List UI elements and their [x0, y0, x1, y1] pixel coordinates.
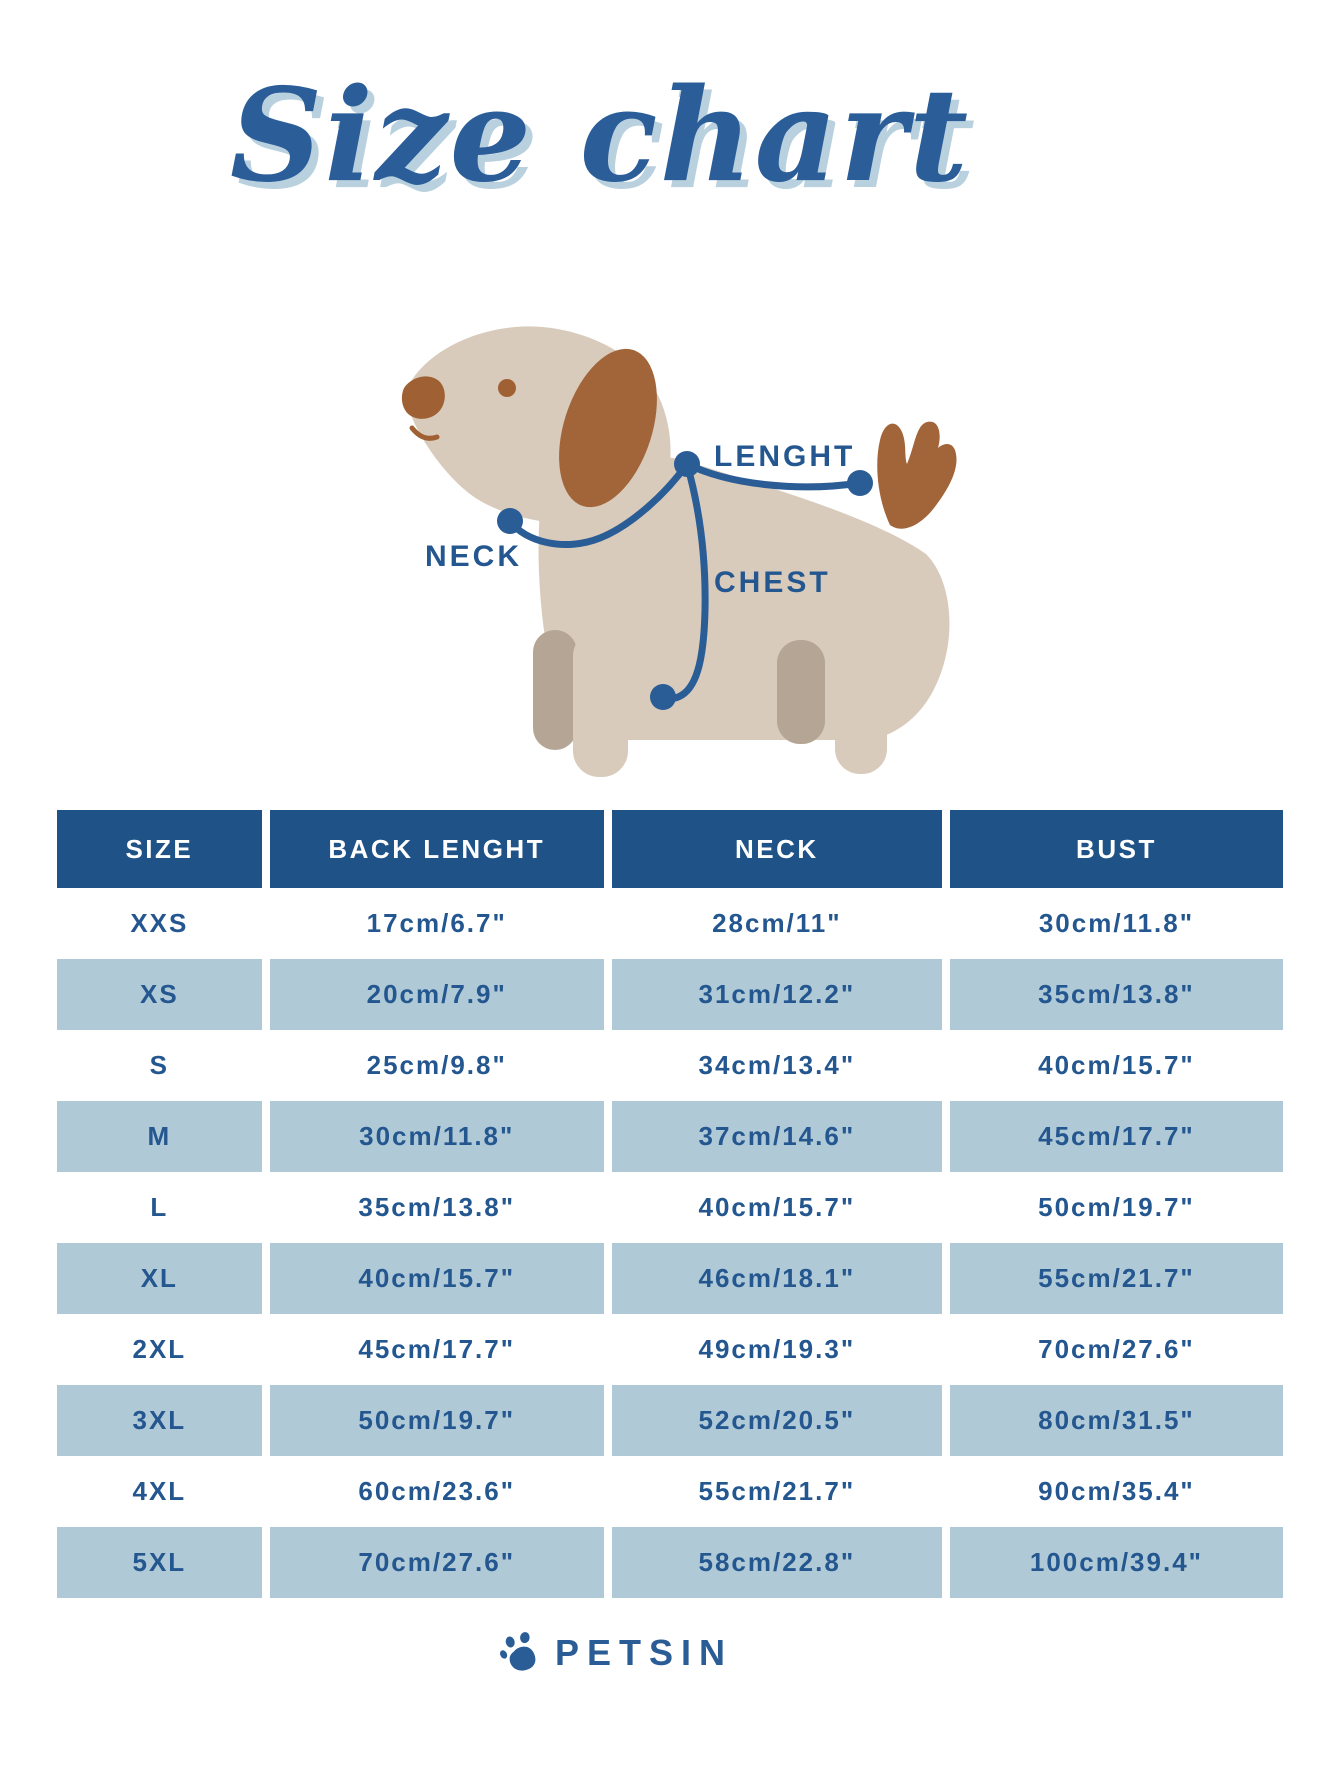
cell-size: 2XL [132, 1334, 187, 1364]
cell-neck: 46cm/18.1" [611, 1243, 942, 1314]
dog-back-leg-far [777, 640, 825, 744]
dog-tail [877, 421, 957, 529]
cell-bust: 35cm/13.8" [949, 959, 1283, 1030]
cell-back-length: 70cm/27.6" [269, 1527, 604, 1598]
brand-footer: PETSIN [0, 1630, 1285, 1676]
dog-smile [409, 425, 440, 441]
cell-bust: 55cm/21.7" [949, 1243, 1283, 1314]
cell-bust: 80cm/31.5" [949, 1385, 1283, 1456]
cell-neck: 52cm/20.5" [611, 1385, 942, 1456]
table-row-xs: XS 20cm/7.9" 31cm/12.2" 35cm/13.8" [57, 959, 1283, 1030]
cell-size: XS [57, 959, 262, 1030]
header-cell-neck: NECK [611, 810, 942, 888]
dog-nose [401, 376, 445, 419]
cell-bust: 70cm/27.6" [1038, 1334, 1195, 1364]
table-row-s: S 25cm/9.8" 34cm/13.4" 40cm/15.7" [57, 1030, 1283, 1101]
cell-size: 3XL [57, 1385, 262, 1456]
length-label: LENGHT [714, 440, 855, 473]
dog-diagram-svg: LENGHT NECK CHEST [401, 326, 957, 777]
dog-front-leg-near [573, 630, 628, 777]
cell-back-length: 50cm/19.7" [269, 1385, 604, 1456]
header-cell-back-length: BACK LENGHT [269, 810, 604, 888]
table-row-m: M 30cm/11.8" 37cm/14.6" 45cm/17.7" [57, 1101, 1283, 1172]
cell-back-length: 17cm/6.7" [366, 908, 507, 938]
table-row-5xl: 5XL 70cm/27.6" 58cm/22.8" 100cm/39.4" [57, 1527, 1283, 1598]
cell-size: 4XL [132, 1476, 187, 1506]
cell-neck: 40cm/15.7" [698, 1192, 856, 1222]
header-cell-size: SIZE [57, 810, 262, 888]
cell-size: M [57, 1101, 262, 1172]
table-row-2xl: 2XL 45cm/17.7" 49cm/19.3" 70cm/27.6" [57, 1314, 1283, 1385]
cell-size: XL [57, 1243, 262, 1314]
neck-measure-line [506, 460, 691, 548]
brand-name: PETSIN [554, 1632, 734, 1673]
cell-back-length: 30cm/11.8" [269, 1101, 604, 1172]
cell-bust: 30cm/11.8" [1038, 908, 1195, 938]
title-section: Size chart [0, 0, 1340, 230]
cell-neck: 58cm/22.8" [611, 1527, 942, 1598]
cell-back-length: 45cm/17.7" [358, 1334, 516, 1364]
cell-size: L [150, 1192, 169, 1222]
cell-back-length: 35cm/13.8" [358, 1192, 516, 1222]
cell-back-length: 60cm/23.6" [358, 1476, 516, 1506]
chest-label: CHEST [714, 566, 831, 599]
table-row-4xl: 4XL 60cm/23.6" 55cm/21.7" 90cm/35.4" [57, 1456, 1283, 1527]
shoulder-point [674, 451, 700, 477]
table-row-xl: XL 40cm/15.7" 46cm/18.1" 55cm/21.7" [57, 1243, 1283, 1314]
cell-size: XXS [130, 908, 189, 938]
cell-neck: 31cm/12.2" [611, 959, 942, 1030]
cell-back-length: 20cm/7.9" [269, 959, 604, 1030]
paw-icon [500, 1632, 536, 1671]
dog-ear [559, 348, 657, 508]
cell-bust: 100cm/39.4" [949, 1527, 1283, 1598]
cell-bust: 40cm/15.7" [1038, 1050, 1195, 1080]
header-cell-bust: BUST [949, 810, 1283, 888]
table-row-3xl: 3XL 50cm/19.7" 52cm/20.5" 80cm/31.5" [57, 1385, 1283, 1456]
cell-neck: 34cm/13.4" [698, 1050, 856, 1080]
cell-size: 5XL [57, 1527, 262, 1598]
dog-measurement-diagram: LENGHT NECK CHEST [330, 270, 1010, 810]
table-row-l: L 35cm/13.8" 40cm/15.7" 50cm/19.7" [57, 1172, 1283, 1243]
cell-back-length: 25cm/9.8" [366, 1050, 507, 1080]
tail-point [847, 470, 873, 496]
table-header-row: SIZE BACK LENGHT NECK BUST [57, 810, 1283, 888]
cell-bust: 90cm/35.4" [1038, 1476, 1195, 1506]
page-title: Size chart [229, 61, 971, 211]
dog-back-leg-near [835, 642, 887, 774]
cell-neck: 49cm/19.3" [698, 1334, 856, 1364]
cell-neck: 55cm/21.7" [698, 1476, 856, 1506]
cell-bust: 45cm/17.7" [949, 1101, 1283, 1172]
cell-neck: 37cm/14.6" [611, 1101, 942, 1172]
dog-front-leg-far [533, 630, 577, 750]
dog-eye [498, 379, 516, 397]
length-measure-line [683, 460, 864, 491]
chest-point [650, 684, 676, 710]
neck-label: NECK [425, 540, 522, 573]
table-row-xxs: XXS 17cm/6.7" 28cm/11" 30cm/11.8" [57, 888, 1283, 959]
cell-size: S [149, 1050, 169, 1080]
neck-point [497, 508, 523, 534]
cell-neck: 28cm/11" [712, 908, 842, 938]
cell-back-length: 40cm/15.7" [269, 1243, 604, 1314]
size-table: SIZE BACK LENGHT NECK BUST XXS 17cm/6.7"… [57, 810, 1283, 1598]
cell-bust: 50cm/19.7" [1038, 1192, 1195, 1222]
